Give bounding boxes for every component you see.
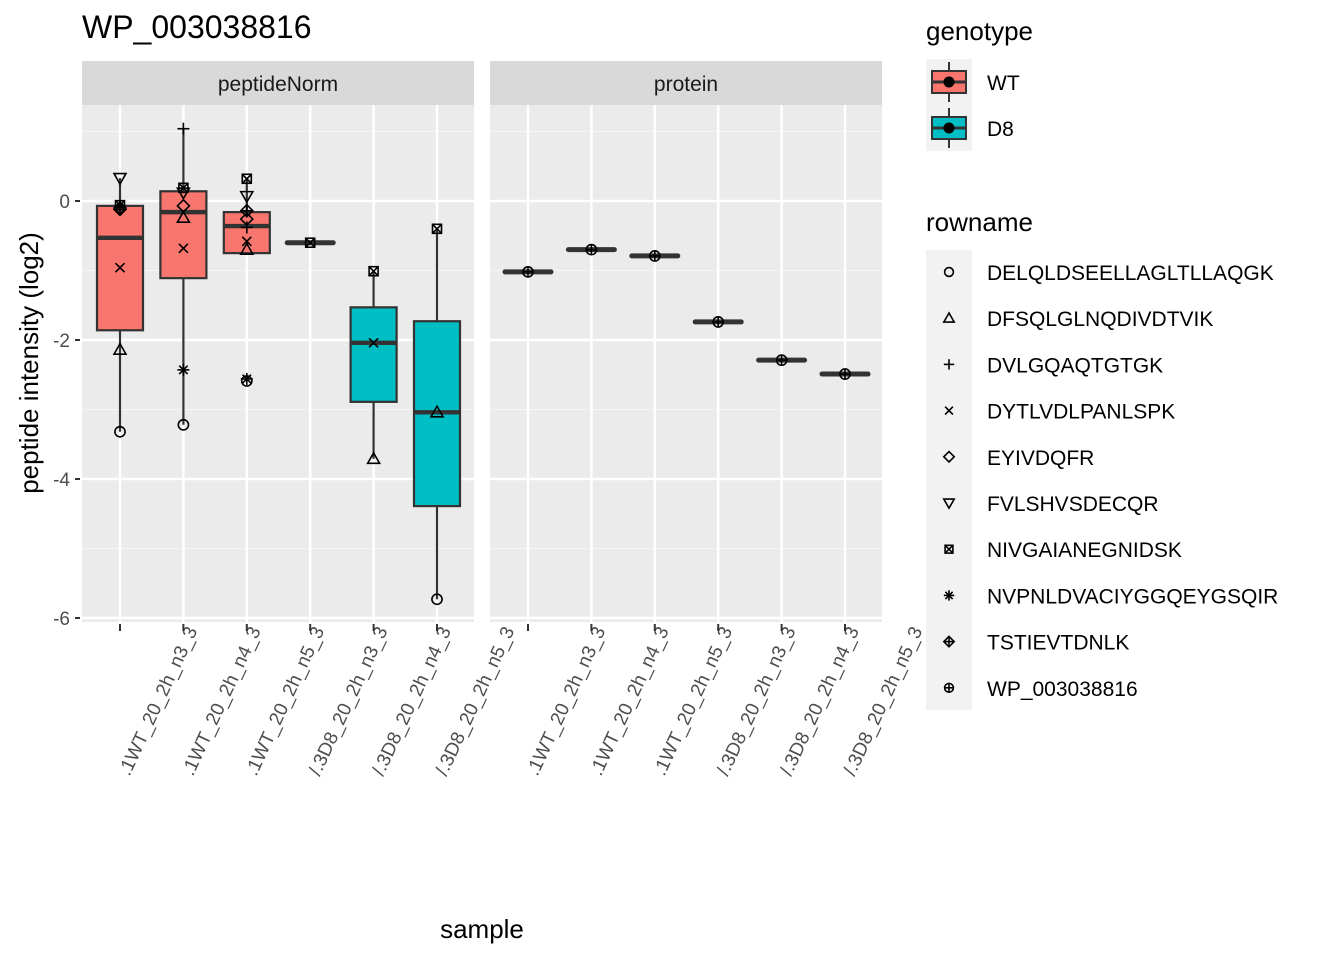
data-point bbox=[178, 182, 189, 194]
box-3D8_20_2h_n4_3 bbox=[349, 271, 398, 459]
data-point bbox=[712, 316, 725, 328]
legend-label: DELQLDSEELLAGLTLLAQGK bbox=[987, 262, 1274, 285]
legend-shape-asterisk bbox=[943, 590, 955, 601]
data-point bbox=[585, 243, 598, 256]
legend-label: EYIVDQFR bbox=[987, 447, 1094, 470]
legend-key-WT bbox=[931, 62, 967, 102]
legend-label: DFSQLGLNQDIVDTVIK bbox=[987, 308, 1213, 331]
data-point bbox=[114, 199, 126, 211]
data-point bbox=[240, 372, 253, 385]
data-point bbox=[368, 337, 379, 348]
y-tick-label: -2 bbox=[53, 331, 70, 352]
data-point bbox=[177, 363, 190, 376]
data-point bbox=[241, 236, 252, 247]
legend-label: TSTIEVTDNLK bbox=[987, 632, 1129, 655]
legend-label: WP_003038816 bbox=[987, 678, 1138, 701]
legend-shape-diamond-plus bbox=[942, 635, 956, 648]
legend-shape-triangle-down bbox=[942, 498, 956, 510]
data-point bbox=[431, 593, 443, 606]
data-point bbox=[241, 173, 253, 185]
legend-shape-square-cross bbox=[944, 544, 954, 554]
legend-shape-diamond bbox=[942, 450, 956, 464]
legend-shape-cross bbox=[944, 406, 954, 416]
data-point bbox=[522, 265, 534, 278]
legend-label: NIVGAIANEGNIDSK bbox=[987, 539, 1182, 562]
facet-strip-label: peptideNorm bbox=[218, 73, 338, 96]
legend-label: D8 bbox=[987, 118, 1014, 141]
legend-label: FVLSHVSDECQR bbox=[987, 493, 1159, 516]
legend-title: genotype bbox=[926, 16, 1033, 46]
data-point bbox=[112, 172, 128, 186]
data-point bbox=[304, 237, 316, 248]
facet-panel-protein: protein.1WT_20_2h_n3_3.1WT_20_2h_n4_3.1W… bbox=[490, 61, 927, 779]
legend-genotype: genotype WT D8 bbox=[926, 16, 1033, 151]
data-point bbox=[112, 342, 128, 356]
data-point bbox=[839, 368, 851, 380]
legend-shape-circle bbox=[943, 266, 955, 278]
panel-background bbox=[82, 105, 474, 622]
legend-shape-triangle-up bbox=[942, 311, 956, 323]
y-tick-label: 0 bbox=[59, 192, 70, 213]
facet-strip bbox=[82, 61, 474, 105]
y-axis-title: peptide intensity (log2) bbox=[14, 232, 44, 494]
data-point bbox=[239, 190, 255, 204]
data-point bbox=[176, 210, 191, 223]
data-point bbox=[114, 425, 126, 438]
data-point bbox=[648, 250, 661, 262]
data-point bbox=[178, 243, 189, 254]
data-point bbox=[177, 418, 190, 431]
data-point bbox=[177, 122, 190, 135]
facet-strip-label: protein bbox=[654, 73, 718, 96]
facet-strip bbox=[490, 61, 882, 105]
box-body bbox=[159, 190, 208, 280]
data-point bbox=[368, 265, 379, 277]
data-point bbox=[429, 404, 445, 418]
legend-label: DVLGQAQTGTGK bbox=[987, 354, 1163, 377]
chart-title: WP_003038816 bbox=[82, 9, 312, 45]
data-point bbox=[114, 262, 126, 273]
y-tick-label: -4 bbox=[53, 470, 70, 491]
box-body bbox=[349, 306, 398, 403]
data-point bbox=[239, 203, 254, 218]
legend-shape-circle-plus bbox=[943, 682, 955, 694]
legend-key-background bbox=[926, 250, 972, 710]
data-point bbox=[431, 223, 443, 235]
legend-rowname: rowname DELQLDSEELLAGLTLLAQGK DFSQLGLNQDIV… bbox=[926, 207, 1278, 710]
panel-background bbox=[490, 105, 882, 622]
data-point bbox=[775, 354, 788, 367]
box-body bbox=[222, 211, 271, 255]
data-point bbox=[366, 451, 381, 465]
legend-label: NVPNLDVACIYGGQEYGSQIR bbox=[987, 585, 1278, 608]
box-3D8_20_2h_n5_3 bbox=[412, 228, 462, 600]
y-tick-label: -6 bbox=[53, 609, 70, 630]
data-point bbox=[239, 242, 255, 255]
legend-shape-plus bbox=[943, 359, 955, 370]
facet-panel-peptideNorm: peptideNorm.1WT_20_2h_n3_3.1WT_20_2h_n4_… bbox=[53, 61, 519, 779]
data-point bbox=[239, 211, 254, 227]
data-point bbox=[240, 221, 253, 234]
legend-label: DYTLVDLPANLSPK bbox=[987, 401, 1175, 424]
legend-key-D8 bbox=[931, 108, 967, 148]
legend-title: rowname bbox=[926, 207, 1033, 237]
data-point bbox=[176, 198, 191, 213]
x-axis-title: sample bbox=[440, 914, 524, 944]
legend-label: WT bbox=[987, 72, 1020, 95]
